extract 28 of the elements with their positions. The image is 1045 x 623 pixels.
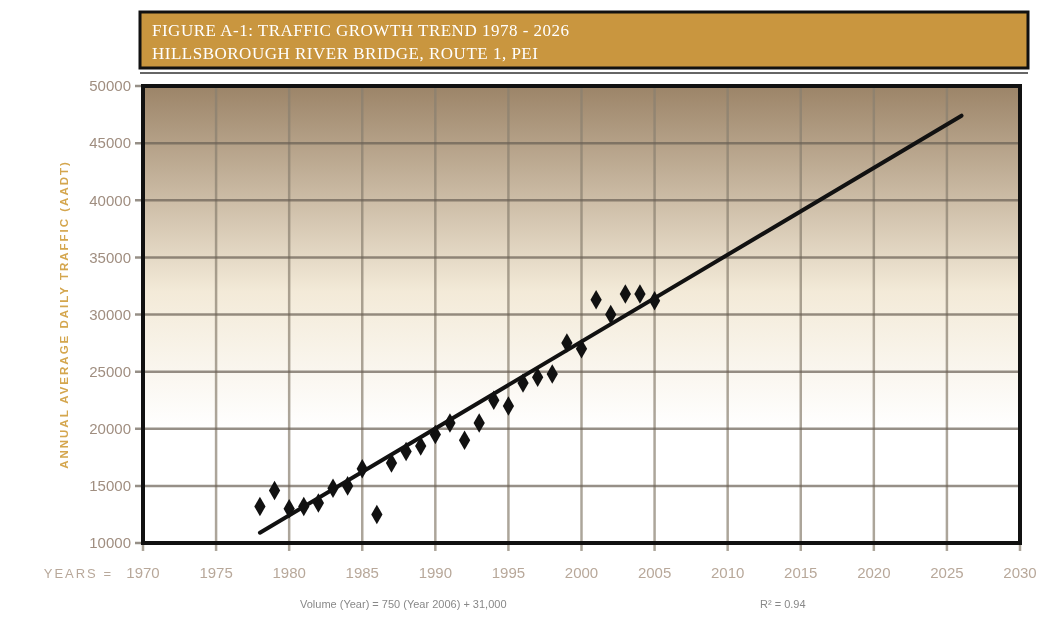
x-axis-title: YEARS = xyxy=(43,566,113,581)
y-tick-label: 25000 xyxy=(89,362,131,380)
y-tick-label: 45000 xyxy=(89,134,131,152)
y-tick-label: 50000 xyxy=(89,77,131,95)
y-tick-label: 10000 xyxy=(89,534,131,552)
y-tick-label: 35000 xyxy=(89,248,131,266)
x-tick-label: 2030 xyxy=(1003,564,1037,581)
y-tick-label: 20000 xyxy=(89,420,131,437)
text: Volume (Year) = 750 (Year 2006) + 31,000 xyxy=(300,598,507,610)
y-tick-label: 40000 xyxy=(89,191,131,209)
x-tick-label: 2015 xyxy=(784,564,818,581)
y-tick-label: 15000 xyxy=(89,477,131,495)
x-tick-label: 2020 xyxy=(857,564,891,581)
x-tick-label: 2025 xyxy=(930,564,964,581)
x-tick-label: 2000 xyxy=(564,564,599,581)
x-tick-label: 2005 xyxy=(637,564,672,581)
y-tick-label: 30000 xyxy=(89,305,131,323)
x-tick-label: 1985 xyxy=(345,564,379,581)
chart-title: FIGURE A-1: TRAFFIC GROWTH TREND 1978 - 2026 xyxy=(152,21,570,40)
x-tick-label: 1995 xyxy=(491,564,526,581)
x-tick-label: 1980 xyxy=(272,564,306,581)
text: R² = 0.94 xyxy=(760,598,806,610)
x-tick-label: 1975 xyxy=(199,564,233,581)
chart-subtitle: HILLSBOROUGH RIVER BRIDGE, ROUTE 1, PEI xyxy=(152,44,539,63)
x-tick-label: 2010 xyxy=(710,564,745,581)
y-axis-title: ANNUAL AVERAGE DAILY TRAFFIC (AADT) xyxy=(58,160,70,469)
x-tick-label: 1970 xyxy=(126,564,160,581)
x-tick-label: 1990 xyxy=(418,564,453,581)
